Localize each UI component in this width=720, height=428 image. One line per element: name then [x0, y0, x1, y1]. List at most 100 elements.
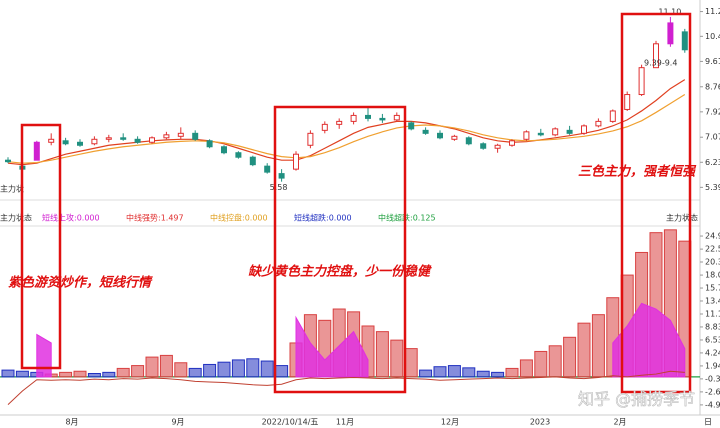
y-tick-label: 6.53 — [705, 335, 720, 344]
watermark: 知乎 @捕捞季节 — [578, 390, 695, 409]
candle-body — [523, 131, 530, 140]
candle-body — [91, 138, 98, 145]
indicator-bar — [116, 367, 130, 378]
y-tick-label: 11.12 — [705, 309, 720, 318]
candle-body — [235, 152, 242, 158]
indicator-bar — [131, 365, 145, 378]
panel-label: 主力状态 — [666, 213, 698, 223]
candle-body — [120, 137, 127, 140]
moving-average — [7, 79, 686, 166]
indicator-bar — [87, 372, 101, 378]
indicator-area — [36, 333, 52, 378]
candle-body — [307, 132, 314, 146]
candle-body — [206, 140, 213, 148]
candle-body — [408, 122, 415, 130]
x-tick-label: 2022/10/14/五 — [262, 418, 319, 427]
candle-body — [494, 144, 501, 149]
indicator-bar — [563, 336, 577, 378]
indicator-bar — [404, 348, 418, 378]
annotation: 紫色游资炒作，短线行情 — [8, 275, 153, 291]
candle-body — [48, 138, 55, 143]
y-tick-label: 6.23 — [705, 158, 720, 167]
y-tick-label: 11.28 — [705, 7, 720, 16]
indicator-bar — [145, 356, 159, 378]
candle-body — [33, 141, 40, 161]
y-tick-label: 7.92 — [705, 107, 720, 116]
indicator-bar — [390, 339, 404, 378]
y-tick-label: -0.35 — [705, 374, 720, 383]
candle-body — [321, 123, 328, 131]
panel-label: 主力状 — [0, 184, 24, 194]
highlight-box — [273, 105, 407, 394]
legend-entry: 短线上攻:0.000 — [42, 213, 100, 223]
candle-body — [609, 110, 616, 122]
indicator-area — [612, 302, 686, 378]
candle-body — [336, 120, 343, 125]
indicator-bar — [433, 366, 447, 378]
indicator-bar — [73, 370, 87, 378]
legend-entry: 中线强势:1.497 — [126, 213, 184, 223]
y-tick-label: 13.42 — [705, 296, 720, 305]
y-tick-label: 9.61 — [705, 57, 720, 66]
indicator-bar — [203, 363, 217, 378]
indicator-bar — [188, 367, 202, 378]
indicator-bar — [1, 369, 15, 378]
indicator-bar — [462, 367, 476, 378]
candle-body — [365, 114, 371, 119]
y-tick-label: 8.76 — [705, 82, 720, 91]
y-tick-label: 20.31 — [705, 258, 720, 267]
indicator-bar — [217, 361, 231, 378]
y-tick-label: 7.07 — [705, 133, 720, 142]
indicator-bar — [174, 362, 188, 378]
candle-body — [134, 138, 141, 143]
legend-entry: 中线控盘:0.000 — [210, 213, 268, 223]
candle-body — [638, 67, 645, 96]
indicator-bar — [534, 350, 548, 378]
candle-body — [221, 146, 227, 154]
indicator-bar — [548, 345, 562, 378]
candle-body — [249, 156, 256, 166]
indicator-bar — [505, 367, 519, 378]
candle-body — [77, 141, 83, 146]
x-tick-label: 2023 — [530, 418, 550, 427]
candle-body — [465, 137, 472, 145]
price-label: 9.39-9.4 — [644, 58, 677, 67]
y-tick-label: 18.0 — [705, 271, 720, 280]
candle-body — [595, 120, 602, 127]
candle-body — [149, 137, 155, 143]
indicator-bar — [491, 371, 505, 378]
indicator-bar — [231, 359, 245, 378]
candle-body — [437, 132, 443, 139]
indicator-bar — [591, 314, 605, 378]
candle-body — [264, 165, 271, 173]
x-tick-label: 12月 — [441, 418, 459, 427]
candle-body — [667, 22, 674, 45]
y-tick-label: 10.45 — [705, 32, 720, 41]
candle-body — [105, 137, 112, 140]
price-label: 11.10 — [658, 7, 681, 16]
candle-body — [653, 43, 659, 69]
candle-body — [379, 117, 386, 121]
indicator-bar — [102, 371, 116, 378]
y-tick-label: 24.90 — [705, 232, 720, 241]
indicator-area — [295, 315, 369, 378]
candle-body — [278, 173, 285, 179]
indicator-bar — [159, 354, 173, 378]
y-tick-label: -2.65 — [705, 387, 720, 396]
annotation: 缺少黄色主力控盘，少一份稳健 — [248, 264, 432, 280]
y-tick-label: 5.39 — [705, 183, 720, 192]
indicator-bar — [275, 365, 289, 378]
y-tick-label: 4.24 — [705, 348, 720, 357]
candle-body — [624, 94, 631, 110]
legend-entry: 短线超跌:0.000 — [294, 213, 352, 223]
candle-body — [350, 114, 357, 122]
candle-body — [163, 134, 170, 139]
candle-body — [480, 143, 487, 149]
x-tick-label: 2月 — [613, 418, 626, 427]
annotation: 三色主力，强者恒强 — [578, 164, 697, 180]
x-tick-label: 9月 — [171, 418, 184, 427]
candle-body — [422, 129, 429, 134]
candle-body — [192, 132, 199, 140]
candle-body — [566, 129, 573, 134]
